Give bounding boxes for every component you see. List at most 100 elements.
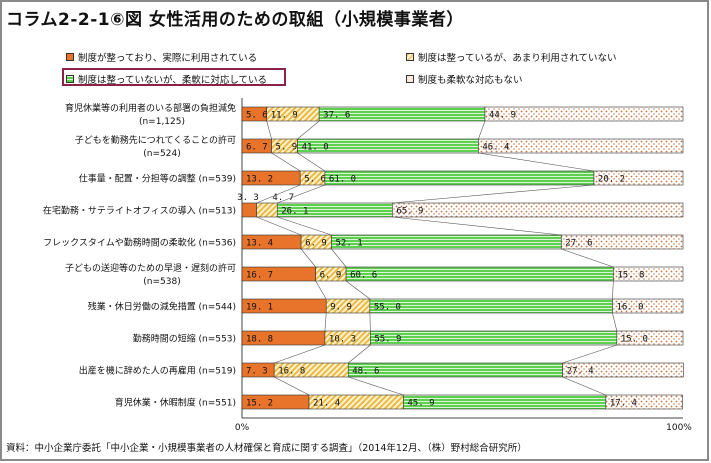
category-label: 育児休業等の利用者のいる部署の負担減免 bbox=[65, 102, 236, 114]
data-label-used: 5. 6 bbox=[246, 111, 268, 121]
legend-swatch-flexible bbox=[66, 75, 74, 83]
series-connector-line bbox=[256, 184, 301, 204]
legend-item-flexible: 制度は整っていないが、柔軟に対応している bbox=[66, 72, 267, 86]
chart-legend: 制度が整っており、実際に利用されている 制度は整っているが、あまり利用されていな… bbox=[56, 44, 656, 98]
category-n-label: (n=1,125) bbox=[139, 117, 185, 127]
data-label-used: 19. 1 bbox=[246, 303, 273, 313]
bar-segment-none bbox=[560, 234, 684, 250]
legend-label-none: 制度も柔軟な対応もない bbox=[418, 75, 523, 86]
bar-segment-none bbox=[478, 138, 684, 154]
category-label: 育児休業・休暇制度 (n=551) bbox=[115, 397, 236, 409]
data-label-flexible: 41. 0 bbox=[302, 143, 329, 153]
data-label-not-used: 21. 4 bbox=[313, 399, 340, 409]
series-connector-line bbox=[348, 344, 371, 364]
data-label-used: 3. 3 bbox=[237, 193, 259, 203]
category-label: 勤務時間の短縮 (n=553) bbox=[133, 333, 236, 345]
data-label-flexible: 55. 0 bbox=[374, 303, 401, 313]
data-label-none: 44. 9 bbox=[489, 111, 516, 121]
data-label-not-used: 4. 7 bbox=[272, 193, 294, 203]
bar-segment-flexible bbox=[347, 362, 563, 378]
data-label-not-used: 11. 9 bbox=[271, 111, 298, 121]
category-label: 子どもを勤務先につれてくることの許可 bbox=[75, 134, 236, 146]
legend-item-used: 制度が整っており、実際に利用されている bbox=[66, 50, 257, 64]
bar-segment-flexible bbox=[324, 170, 595, 186]
series-connector-line bbox=[277, 216, 332, 236]
bar-segment-none bbox=[616, 330, 684, 346]
data-label-none: 15. 8 bbox=[617, 271, 644, 281]
series-connector-line bbox=[331, 248, 347, 268]
series-connector-line bbox=[324, 312, 327, 332]
data-label-flexible: 55. 9 bbox=[374, 335, 401, 345]
data-label-used: 6. 7 bbox=[246, 143, 268, 153]
series-connector-line bbox=[612, 312, 618, 332]
data-label-none: 27. 4 bbox=[567, 367, 594, 377]
bar-segment-flexible bbox=[369, 298, 613, 314]
legend-swatch-none bbox=[406, 75, 414, 83]
data-label-used: 13. 4 bbox=[246, 239, 273, 249]
series-connector-line bbox=[612, 280, 614, 300]
data-label-flexible: 48. 6 bbox=[352, 367, 379, 377]
source-note: 資料：中小企業庁委託「中小企業・小規模事業者の人材確保と育成に関する調査」（20… bbox=[6, 443, 527, 454]
series-connector-line bbox=[392, 216, 562, 236]
data-label-none: 46. 4 bbox=[482, 143, 509, 153]
legend-swatch-not-used bbox=[406, 53, 414, 61]
data-label-not-used: 6. 9 bbox=[320, 271, 342, 281]
bar-segment-none bbox=[605, 394, 683, 410]
series-connector-line bbox=[266, 120, 272, 140]
data-label-not-used: 10. 3 bbox=[329, 335, 356, 345]
bar-segment-flexible bbox=[345, 266, 614, 282]
category-n-label: (n=538) bbox=[143, 277, 180, 287]
legend-label-flexible: 制度は整っていないが、柔軟に対応している bbox=[78, 75, 268, 86]
data-label-none: 15. 0 bbox=[621, 335, 648, 345]
category-label: フレックスタイムや勤務時間の柔軟化 (n=536) bbox=[43, 237, 236, 249]
bar-segment-none bbox=[562, 362, 684, 378]
series-connector-line bbox=[562, 344, 617, 364]
data-label-none: 20. 2 bbox=[598, 175, 625, 185]
category-n-label: (n=524) bbox=[143, 149, 180, 159]
series-connector-line bbox=[274, 376, 310, 396]
x-tick-label-0: 0% bbox=[235, 423, 250, 433]
data-label-flexible: 37. 6 bbox=[323, 111, 350, 121]
series-connector-line bbox=[277, 184, 326, 204]
series-connector-line bbox=[256, 216, 302, 236]
bar-segment-flexible bbox=[331, 234, 562, 250]
legend-item-none: 制度も柔軟な対応もない bbox=[406, 72, 523, 86]
data-label-flexible: 61. 0 bbox=[329, 175, 356, 185]
data-label-not-used: 16. 8 bbox=[278, 367, 305, 377]
data-label-used: 7. 3 bbox=[246, 367, 268, 377]
x-tick-label-100: 100% bbox=[666, 423, 692, 433]
data-label-used: 13. 2 bbox=[246, 175, 273, 185]
series-connector-line bbox=[297, 152, 326, 172]
data-label-used: 15. 2 bbox=[246, 399, 273, 409]
series-connector-line bbox=[562, 376, 606, 396]
bar-segment-none bbox=[593, 170, 684, 186]
series-connector-line bbox=[345, 280, 371, 300]
data-label-not-used: 5. 9 bbox=[276, 143, 298, 153]
bar-segment-none bbox=[484, 106, 684, 122]
data-label-flexible: 26. 1 bbox=[281, 207, 308, 217]
bar-segment-used bbox=[241, 202, 257, 218]
series-connector-line bbox=[478, 120, 486, 140]
bar-segment-not-used bbox=[256, 202, 278, 218]
data-label-flexible: 60. 6 bbox=[350, 271, 377, 281]
series-connector-line bbox=[274, 344, 326, 364]
series-connector-line bbox=[297, 120, 320, 140]
data-label-flexible: 45. 9 bbox=[407, 399, 434, 409]
legend-highlight-box bbox=[62, 68, 286, 86]
chart-title: コラム2-2-1⑥図 女性活用のための取組（小規模事業者） bbox=[6, 10, 464, 30]
data-label-flexible: 52. 1 bbox=[336, 239, 363, 249]
series-connector-line bbox=[478, 152, 594, 172]
legend-swatch-used bbox=[66, 53, 74, 61]
series-connector-line bbox=[300, 248, 316, 268]
series-connector-line bbox=[348, 376, 404, 396]
category-label: 仕事量・配置・分担等の調整 (n=539) bbox=[79, 173, 236, 185]
legend-label-not-used: 制度は整っているが、あまり利用されていない bbox=[418, 53, 617, 64]
bar-segment-flexible bbox=[370, 330, 618, 346]
bar-segment-none bbox=[392, 202, 684, 218]
category-label: 子どもの送迎等のための早退・遅刻の許可 bbox=[65, 262, 236, 274]
series-connector-line bbox=[271, 152, 301, 172]
category-label: 出産を機に辞めた人の再雇用 (n=519) bbox=[79, 365, 236, 377]
legend-item-not-used: 制度は整っているが、あまり利用されていない bbox=[406, 50, 617, 64]
